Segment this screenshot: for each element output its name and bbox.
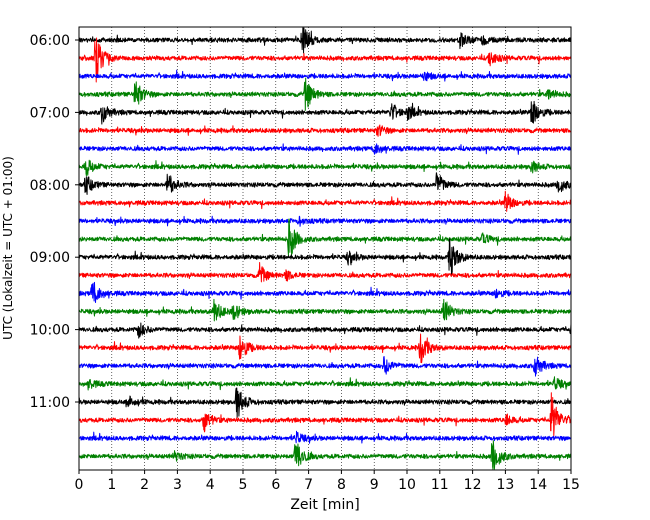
y-axis-ticks: 06:00 07:00 08:00 09:00 10:00 11:00 xyxy=(30,33,79,411)
y-tick-label: 11:00 xyxy=(30,395,70,411)
x-tick-label: 11 xyxy=(431,477,449,493)
x-axis-label: Zeit [min] xyxy=(290,497,359,513)
x-grid xyxy=(111,27,539,470)
trace-0600 xyxy=(78,27,572,54)
trace-0745 xyxy=(78,159,572,177)
trace-1000 xyxy=(78,322,572,339)
y-tick-label: 07:00 xyxy=(30,105,70,121)
x-tick-label: 0 xyxy=(75,477,84,493)
trace-0815 xyxy=(78,190,572,212)
trace-1130 xyxy=(78,430,572,444)
trace-0700 xyxy=(78,100,572,125)
trace-1045 xyxy=(78,376,572,391)
x-tick-label: 3 xyxy=(173,477,182,493)
trace-0900 xyxy=(78,238,572,276)
x-tick-label: 7 xyxy=(304,477,313,493)
x-tick-label: 8 xyxy=(337,477,346,493)
x-tick-label: 14 xyxy=(529,477,547,493)
trace-0945 xyxy=(78,298,572,322)
x-tick-label: 2 xyxy=(140,477,149,493)
x-tick-label: 10 xyxy=(398,477,416,493)
x-tick-label: 13 xyxy=(496,477,514,493)
x-axis-ticks: 0 1 2 3 4 5 6 7 8 9 10 11 12 13 14 15 xyxy=(75,470,580,493)
x-tick-label: 15 xyxy=(562,477,580,493)
y-tick-label: 10:00 xyxy=(30,323,70,339)
trace-0930 xyxy=(78,281,572,304)
trace-1145 xyxy=(78,440,572,470)
trace-0645 xyxy=(78,77,572,111)
trace-0615 xyxy=(78,37,572,83)
y-tick-label: 09:00 xyxy=(30,250,70,266)
trace-0730 xyxy=(78,143,572,155)
x-tick-label: 4 xyxy=(206,477,215,493)
trace-1115 xyxy=(78,392,572,437)
trace-0915 xyxy=(78,262,572,283)
trace-1100 xyxy=(78,387,572,419)
trace-1030 xyxy=(78,355,572,377)
x-tick-label: 1 xyxy=(107,477,116,493)
trace-0715 xyxy=(78,124,572,137)
seismic-traces xyxy=(78,27,572,470)
y-tick-label: 08:00 xyxy=(30,178,70,194)
x-tick-label: 12 xyxy=(464,477,482,493)
y-axis-label: UTC (Lokalzeit = UTC + 01:00) xyxy=(1,156,15,340)
trace-0845 xyxy=(78,218,572,256)
trace-0630 xyxy=(78,69,572,82)
trace-0800 xyxy=(78,172,572,195)
trace-1015 xyxy=(78,333,572,364)
trace-0830 xyxy=(78,215,572,227)
plot-frame xyxy=(78,26,572,471)
x-tick-label: 6 xyxy=(271,477,280,493)
y-tick-label: 06:00 xyxy=(30,33,70,49)
x-tick-label: 9 xyxy=(370,477,379,493)
x-tick-label: 5 xyxy=(239,477,248,493)
